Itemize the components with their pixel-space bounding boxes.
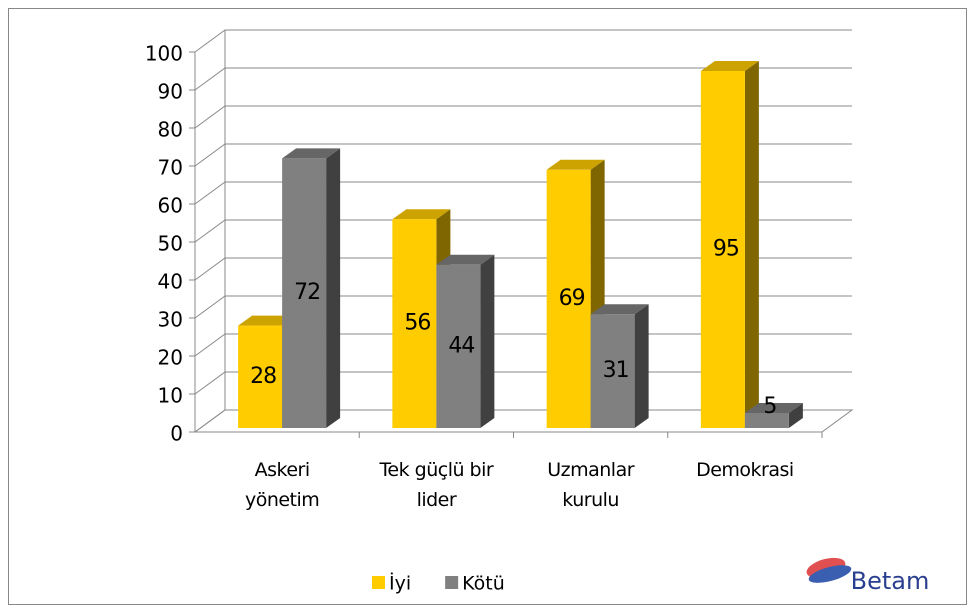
bar-top: [590, 304, 649, 315]
value-label: 31: [603, 358, 629, 383]
value-label: 69: [559, 286, 585, 311]
bar-side: [744, 61, 759, 428]
y-tick-label: 80: [158, 118, 183, 142]
legend-label: Kötü: [462, 573, 505, 595]
legend-swatch: [372, 576, 385, 589]
bar-side: [788, 403, 803, 428]
legend-swatch: [445, 576, 459, 589]
value-label: 56: [404, 311, 430, 336]
bar: [744, 403, 803, 428]
bar-front: [392, 219, 437, 428]
y-tick-label: 50: [158, 232, 183, 256]
bar-top: [546, 159, 605, 170]
bar-front: [744, 413, 789, 428]
bar: [590, 304, 649, 428]
bar-side: [634, 304, 649, 428]
bar-front: [282, 158, 327, 428]
bar-top: [700, 61, 759, 71]
legend-label: İyi: [389, 572, 411, 595]
bar: [282, 148, 341, 428]
value-label: 44: [448, 333, 474, 358]
bar-top: [744, 403, 803, 413]
y-tick-label: 20: [158, 346, 183, 370]
x-tick-label: Askeri yönetim: [244, 459, 320, 511]
value-label: 72: [294, 280, 320, 305]
y-tick-label: 10: [158, 384, 183, 408]
value-label: 5: [763, 394, 776, 419]
x-tick-label: Demokrasi: [696, 459, 794, 481]
bar-front: [436, 264, 481, 428]
y-tick-label: 100: [145, 42, 183, 66]
y-tick-label: 40: [158, 270, 183, 294]
y-tick-label: 70: [158, 156, 183, 180]
x-tick-label: Tek güçlü bir lider: [379, 459, 494, 511]
bar: [700, 61, 759, 428]
bar: [436, 254, 495, 428]
bar-front: [546, 169, 591, 429]
logo: Betam: [806, 557, 930, 595]
bar-side: [326, 148, 341, 428]
x-tick-label: Uzmanlar kurulu: [547, 459, 635, 511]
bar-front: [590, 314, 635, 428]
bar-top: [436, 254, 495, 265]
grid-line: [194, 29, 852, 53]
grid-line: [194, 257, 852, 281]
value-label: 28: [250, 364, 276, 389]
bar-front: [238, 325, 283, 428]
bar-top: [238, 315, 297, 326]
bar-top: [282, 148, 341, 159]
grid-line: [194, 105, 852, 129]
bar-side: [480, 254, 495, 428]
grid-line: [194, 67, 852, 91]
y-tick-label: 30: [158, 308, 183, 332]
grid-line: [194, 181, 852, 205]
grid-line: [194, 295, 852, 319]
grid-line: [194, 219, 852, 243]
grid-line: [194, 143, 852, 167]
floor: [193, 409, 854, 433]
y-tick-label: 0: [170, 422, 183, 446]
bar-front: [700, 71, 745, 428]
value-label: 95: [713, 237, 739, 262]
bar-top: [392, 209, 451, 220]
y-tick-label: 60: [158, 194, 183, 218]
y-tick-label: 90: [158, 80, 183, 104]
logo-text: Betam: [851, 567, 930, 595]
